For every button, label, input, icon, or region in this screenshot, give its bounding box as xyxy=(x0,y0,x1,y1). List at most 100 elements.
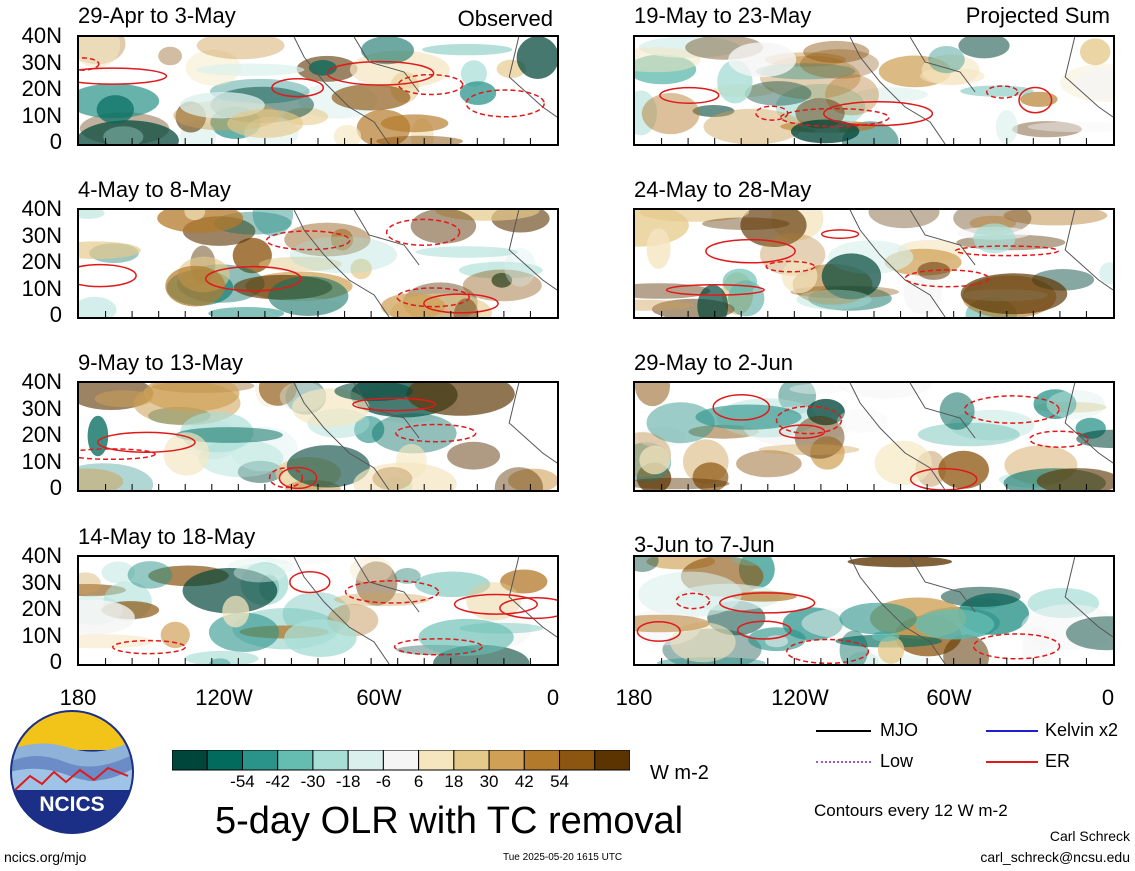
olr-anomaly-blob xyxy=(646,402,715,444)
colorbar-unit: W m-2 xyxy=(650,762,709,784)
olr-anomaly-blob xyxy=(803,40,870,63)
olr-anomaly-blob xyxy=(1065,616,1113,651)
olr-anomaly-blob xyxy=(646,228,671,270)
er-contour xyxy=(719,592,816,614)
colorbar-tick-label: -42 xyxy=(265,772,290,791)
olr-anomaly-blob xyxy=(196,37,285,60)
olr-anomaly-blob xyxy=(874,440,932,485)
colorbar-swatch xyxy=(206,750,243,771)
x-label-60w-left: 60W xyxy=(356,685,402,710)
er-contour xyxy=(397,73,464,96)
olr-anomaly-blob xyxy=(1075,67,1113,100)
olr-anomaly-blob xyxy=(960,273,1068,315)
olr-anomaly-blob xyxy=(101,561,135,584)
colorbar-tick-label: 6 xyxy=(413,772,424,791)
mjo-legend-label: MJO xyxy=(880,720,918,740)
olr-anomaly-blob xyxy=(939,392,975,430)
olr-anomaly-blob xyxy=(765,635,789,648)
olr-anomaly-blob xyxy=(350,258,372,280)
olr-anomaly-blob xyxy=(410,210,477,244)
er-contour xyxy=(823,100,934,127)
map-panel-left-1 xyxy=(77,35,559,146)
x-label-0-right: 0 xyxy=(1101,685,1115,710)
y-axis-label: 10N xyxy=(21,275,62,301)
er-contour xyxy=(1018,86,1053,114)
er-contour xyxy=(705,238,796,264)
colorbar-tick-label: -30 xyxy=(300,772,326,791)
olr-anomaly-blob xyxy=(938,450,989,489)
olr-anomaly-blob xyxy=(635,477,730,490)
olr-anomaly-blob xyxy=(127,561,173,589)
olr-anomaly-blob xyxy=(237,460,284,483)
olr-anomaly-blob xyxy=(1012,121,1082,138)
y-axis-label: 20N xyxy=(21,596,62,621)
olr-anomaly-blob xyxy=(838,383,932,399)
coastline xyxy=(849,210,1113,317)
colorbar-tick-label: 42 xyxy=(514,772,534,791)
er-contour xyxy=(963,395,1060,424)
olr-anomaly-blob xyxy=(182,568,278,614)
olr-anomaly-blob xyxy=(355,561,398,606)
x-label-180-left: 180 xyxy=(59,685,97,710)
er-contour xyxy=(786,638,870,664)
olr-anomaly-blob xyxy=(260,557,337,565)
y-axis-label: 0 xyxy=(49,475,62,500)
map-panel-right-2 xyxy=(633,208,1115,319)
y-axis-label: 40N xyxy=(21,196,62,221)
panel-title-right-1: 19-May to 23-May xyxy=(634,3,812,28)
olr-anomaly-blob xyxy=(637,571,742,618)
y-axis-label: 0 xyxy=(49,649,62,674)
er-contour xyxy=(79,67,168,85)
olr-anomaly-blob xyxy=(157,210,244,233)
colorbar-swatch xyxy=(418,750,455,771)
olr-anomaly-blob xyxy=(877,636,905,664)
olr-anomaly-blob xyxy=(462,269,542,302)
olr-anomaly-blob xyxy=(196,63,305,76)
contour-note: Contours every 12 W m-2 xyxy=(814,801,1008,820)
olr-anomaly-blob xyxy=(847,557,952,568)
olr-anomaly-blob xyxy=(79,634,155,649)
olr-anomaly-blob xyxy=(810,436,845,470)
y-axis-label: 40N xyxy=(21,543,62,568)
colorbar-tick-label: -6 xyxy=(375,772,391,791)
colorbar-swatch xyxy=(523,750,561,771)
y-axis-label: 20N xyxy=(21,249,62,274)
olr-anomaly-blob xyxy=(371,413,457,454)
olr-anomaly-blob xyxy=(796,289,872,310)
olr-anomaly-blob xyxy=(778,383,817,415)
ncics-logo: NCICS xyxy=(10,710,134,834)
olr-anomaly-blob xyxy=(284,619,357,658)
y-axis-label: 30N xyxy=(21,395,62,421)
olr-anomaly-blob xyxy=(331,84,411,111)
olr-anomaly-blob xyxy=(232,237,272,274)
map-panel-right-4 xyxy=(633,555,1115,666)
panel-title-left-3: 9-May to 13-May xyxy=(78,350,244,375)
olr-anomaly-blob xyxy=(414,571,491,598)
colorbar-swatch xyxy=(382,750,420,771)
map-panel-left-3 xyxy=(77,381,559,492)
olr-anomaly-blob xyxy=(1020,91,1058,107)
olr-anomaly-blob xyxy=(494,467,543,490)
er-contour xyxy=(205,265,302,292)
olr-anomaly-blob xyxy=(736,450,802,478)
coastline xyxy=(849,383,1113,490)
er-contour xyxy=(659,86,720,104)
olr-anomaly-blob xyxy=(79,241,141,259)
olr-anomaly-blob xyxy=(143,383,240,412)
olr-anomaly-blob xyxy=(103,126,144,144)
olr-anomaly-blob xyxy=(728,42,797,78)
olr-anomaly-blob xyxy=(508,468,557,490)
er-contour xyxy=(675,592,711,610)
er-contour xyxy=(352,397,437,412)
er-legend-label: ER xyxy=(1045,751,1071,771)
olr-anomaly-blob xyxy=(227,109,304,138)
olr-anomaly-blob xyxy=(917,422,1020,447)
olr-anomaly-blob xyxy=(233,563,286,583)
olr-anomaly-blob xyxy=(380,114,449,133)
olr-anomaly-blob xyxy=(703,108,803,144)
olr-anomaly-blob xyxy=(1027,121,1113,133)
er-contour xyxy=(79,263,137,288)
olr-anomaly-blob xyxy=(459,81,497,105)
olr-anomaly-blob xyxy=(406,383,515,416)
panel-title-left-2: 4-May to 8-May xyxy=(78,177,231,202)
